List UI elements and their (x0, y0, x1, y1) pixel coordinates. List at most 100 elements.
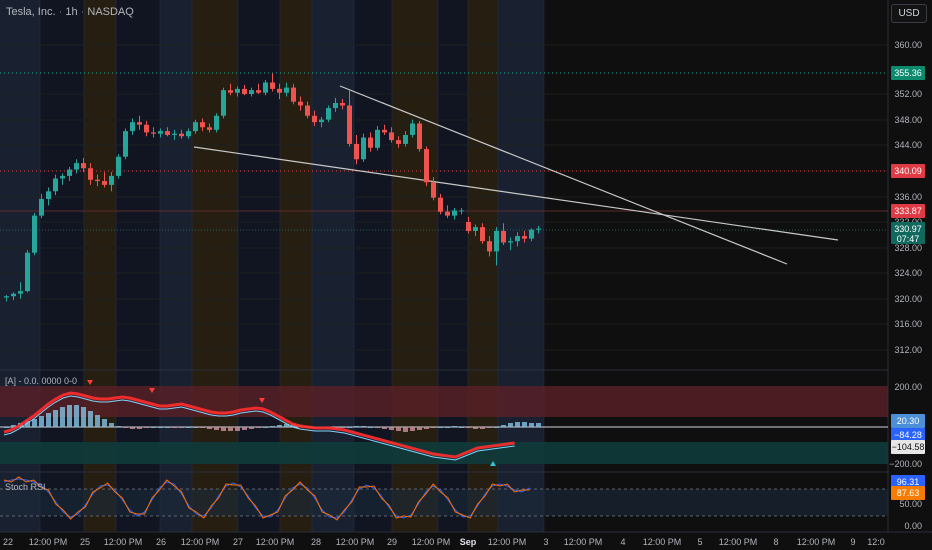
osc-value-c-bg (891, 440, 925, 454)
candle-body (305, 105, 310, 116)
histogram-bar (74, 405, 79, 427)
oscillator-label[interactable]: [A] - 0.0. 0000 0-0 (5, 376, 78, 386)
countdown-label: 07:47 (897, 234, 920, 244)
candle-body (431, 182, 436, 198)
candle-body (242, 88, 247, 94)
histogram-bar (137, 427, 142, 429)
histogram-bar (445, 427, 450, 428)
time-axis: 22 12:00 PM 25 12:00 PM 26 12:00 PM 27 12:00 PM… (0, 531, 932, 550)
candle-body (508, 241, 513, 243)
price-tick-label: 324.00 (894, 268, 922, 278)
candle-body (95, 179, 100, 182)
oversold-zone (0, 442, 888, 464)
stoch-d-value-bg (891, 486, 925, 500)
histogram-bar (368, 427, 373, 428)
stoch-k-value: 96.31 (897, 477, 920, 487)
histogram-bar (515, 422, 520, 427)
histogram-bar (242, 427, 247, 430)
candle-body (396, 140, 401, 144)
header-separator: · (58, 6, 66, 18)
time-tick-label: 25 (80, 537, 90, 547)
histogram-bar (438, 427, 443, 428)
histogram-bar (151, 427, 156, 428)
candle-body (221, 90, 226, 116)
histogram-bar (473, 427, 478, 429)
stoch-d-line (3, 476, 530, 521)
histogram-bar (522, 422, 527, 427)
level-label-high: 355.36 (894, 68, 922, 78)
candle-body (494, 230, 499, 252)
candle-body (200, 122, 205, 128)
histogram-bar (11, 425, 16, 427)
time-tick-label: 5 (697, 537, 702, 547)
candle-body (515, 236, 520, 242)
histogram-bar (487, 427, 492, 428)
histogram-bar (144, 427, 149, 428)
time-tick-label: 12:00 PM (488, 537, 527, 547)
oscillator-line (3, 391, 515, 459)
histogram-bar (340, 427, 345, 428)
histogram-bar (179, 427, 184, 428)
histogram-bar (508, 423, 513, 427)
histogram-bar (354, 426, 359, 427)
candle-body (102, 181, 107, 185)
last-price-label: 330.97 (894, 224, 922, 234)
candle-body (361, 137, 366, 160)
histogram-bar (207, 427, 212, 429)
level-label-high-bg (891, 66, 925, 80)
histogram-bar (375, 427, 380, 428)
trendlines (193, 85, 839, 265)
stoch-k-value-bg (891, 475, 925, 489)
histogram-bar (480, 427, 485, 429)
price-levels (0, 72, 888, 231)
sell-signal-icon (87, 380, 93, 385)
histogram-bar (4, 427, 9, 428)
histogram-bar (193, 427, 198, 428)
time-tick-label: 28 (311, 537, 321, 547)
time-tick-label: 12:00 PM (797, 537, 836, 547)
osc-value-a: 20.30 (897, 416, 920, 426)
candle-body (18, 291, 23, 294)
stoch-rsi-label[interactable]: Stoch RSI (5, 482, 46, 492)
candle-body (172, 133, 177, 135)
osc-value-b: −84.28 (894, 430, 922, 440)
level-label-prev-close-bg (891, 204, 925, 218)
price-axis: 360.00352.00348.00344.00336.00332.00328.… (889, 0, 932, 550)
time-tick-label: 12:00 PM (104, 537, 143, 547)
candle-body (109, 175, 114, 185)
histogram-bar (109, 423, 114, 427)
candle-body (207, 127, 212, 130)
osc-value-c: −104.58 (892, 442, 925, 452)
histogram-bar (424, 427, 429, 429)
interval[interactable]: 1h (65, 6, 78, 18)
candle-body (452, 210, 457, 216)
sell-signal-icon (259, 398, 265, 403)
price-tick-label: 328.00 (894, 243, 922, 253)
price-axis-bg (889, 0, 932, 550)
histogram-bar (186, 427, 191, 428)
currency-button[interactable]: USD (891, 4, 927, 23)
time-tick-label: 4 (620, 537, 625, 547)
candle-body (60, 175, 65, 179)
stoch-band (0, 489, 888, 516)
histogram-bar (172, 427, 177, 428)
candle-body (347, 105, 352, 144)
histogram-bar (81, 407, 86, 427)
time-tick-label: 12:00 PM (643, 537, 682, 547)
histogram-bar (410, 427, 415, 431)
candle-body (424, 149, 429, 183)
candle-body (354, 143, 359, 160)
histogram-bar (116, 426, 121, 427)
candle-body (466, 222, 471, 231)
stoch-rsi-panel (0, 476, 888, 521)
candle-body (32, 215, 37, 253)
symbol-header[interactable]: Tesla, Inc. · 1h · NASDAQ (6, 6, 134, 18)
candle-body (487, 241, 492, 252)
candle-body (130, 122, 135, 132)
time-tick-label: 29 (387, 537, 397, 547)
candle-body (319, 119, 324, 123)
price-tick-label: 336.00 (894, 192, 922, 202)
candle-body (228, 90, 233, 93)
candle-body (375, 129, 380, 148)
